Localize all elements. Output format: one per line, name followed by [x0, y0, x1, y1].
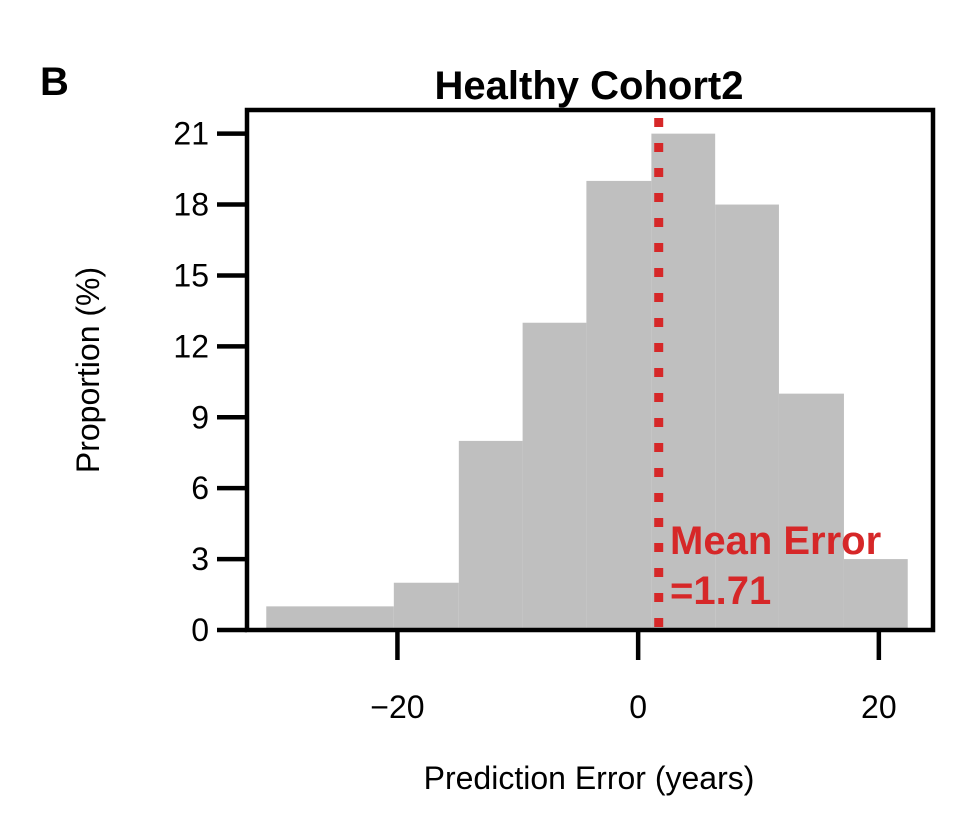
panel-label: B: [40, 60, 69, 104]
x-tick-label: 0: [629, 689, 647, 725]
y-tick-label: 21: [173, 116, 209, 152]
chart-title: Healthy Cohort2: [435, 64, 744, 108]
x-tick-label: −20: [370, 689, 424, 725]
histogram-bar-5: [586, 180, 652, 630]
y-tick-label: 0: [191, 612, 209, 648]
y-tick-label: 15: [173, 257, 209, 293]
histogram-bar-9: [843, 559, 908, 630]
plot-frame: [244, 107, 936, 633]
y-ticks: 0 3 6 9 12 15 18 21: [173, 116, 247, 648]
x-ticks: −20 0 20: [370, 630, 897, 725]
y-tick-label: 18: [173, 187, 209, 223]
y-tick-label: 6: [191, 470, 209, 506]
x-axis-label: Prediction Error (years): [424, 760, 755, 796]
mean-error-value: =1.71: [670, 569, 771, 613]
y-tick-label: 3: [191, 541, 209, 577]
histogram-bar-2: [393, 582, 459, 630]
histogram-bar-1: [266, 606, 394, 630]
histogram-bar-4: [522, 322, 587, 630]
y-tick-label: 9: [191, 399, 209, 435]
histogram-bar-8: [778, 393, 844, 630]
x-tick-label: 20: [861, 689, 897, 725]
histogram-bar-3: [458, 440, 523, 630]
mean-error-label: Mean Error: [670, 519, 881, 563]
y-tick-label: 12: [173, 328, 209, 364]
y-axis-label: Proportion (%): [70, 267, 106, 473]
histogram-bar-7: [715, 204, 779, 630]
bars-layer: [266, 133, 908, 631]
